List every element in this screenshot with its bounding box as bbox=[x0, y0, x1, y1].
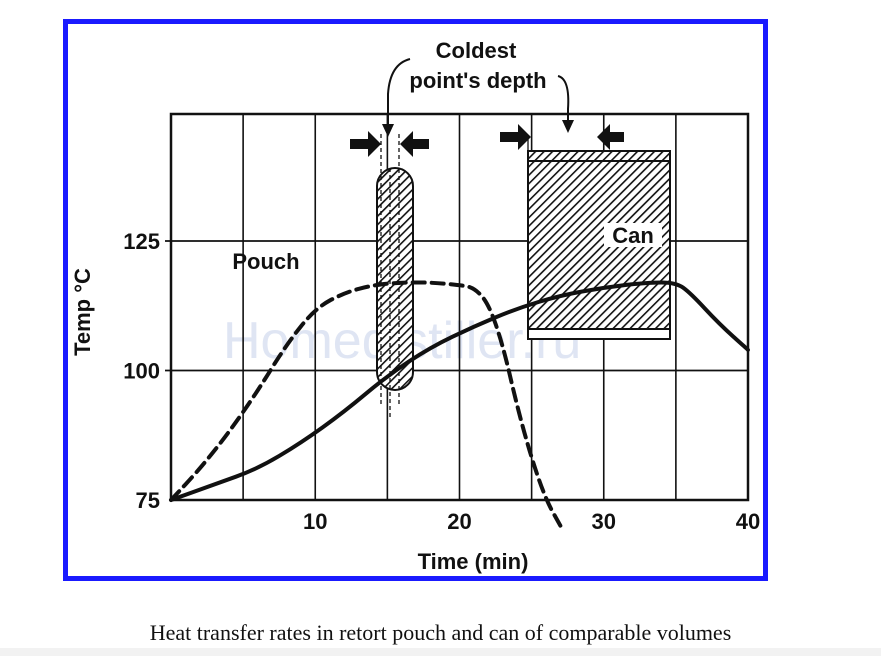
can-top-wall bbox=[527, 150, 671, 162]
can-left-arrow-icon bbox=[500, 124, 531, 150]
y-axis-title: Temp °C bbox=[70, 268, 95, 356]
y-tick-label: 100 bbox=[123, 359, 160, 384]
pouch-coldest-zone bbox=[376, 167, 414, 391]
can-label: Can bbox=[612, 223, 654, 248]
pouch-left-arrow-icon bbox=[350, 131, 381, 157]
coldest-label-line1: Coldest bbox=[436, 38, 517, 63]
can-right-arrow-icon bbox=[597, 124, 624, 150]
coldest-label-line2: point's depth bbox=[409, 68, 546, 93]
x-tick-label: 30 bbox=[592, 509, 616, 534]
coldest-bracket-left-arrow-icon bbox=[382, 124, 394, 137]
series-line-can bbox=[169, 280, 750, 502]
y-tick-label: 75 bbox=[136, 488, 160, 513]
figure-caption: Heat transfer rates in retort pouch and … bbox=[149, 620, 732, 645]
y-tick-label: 125 bbox=[123, 229, 160, 254]
x-tick-label: 10 bbox=[303, 509, 327, 534]
chart-svg: Homedistiller.ru Coldest point's depth P… bbox=[70, 38, 760, 574]
pouch-right-arrow-icon bbox=[400, 131, 429, 157]
coldest-bracket-left bbox=[387, 58, 411, 132]
series-layer bbox=[169, 280, 750, 528]
coldest-bracket-right bbox=[557, 75, 570, 124]
x-tick-label: 20 bbox=[447, 509, 471, 534]
x-axis: 10 20 30 40 bbox=[303, 509, 760, 534]
x-tick-label: 40 bbox=[736, 509, 760, 534]
chart-frame: Homedistiller.ru Coldest point's depth P… bbox=[63, 19, 768, 581]
pouch-label: Pouch bbox=[232, 249, 299, 274]
page-bottom-strip bbox=[0, 648, 881, 656]
coldest-bracket-right-arrow-icon bbox=[562, 120, 574, 133]
can-bottom-wall bbox=[527, 328, 671, 340]
y-axis: 75 100 125 bbox=[123, 229, 160, 513]
x-axis-title: Time (min) bbox=[418, 549, 529, 574]
can-label-bg bbox=[604, 223, 662, 247]
plot-area bbox=[169, 112, 750, 502]
series-line-pouch bbox=[169, 280, 563, 528]
